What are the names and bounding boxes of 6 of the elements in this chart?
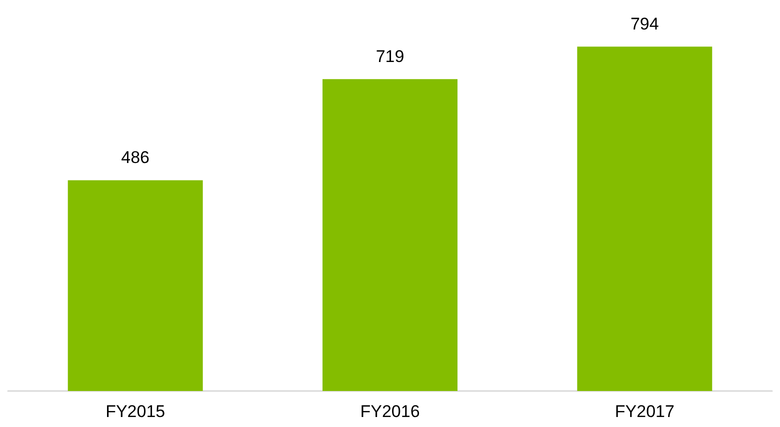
- data-label: 486: [121, 148, 150, 168]
- x-tick-label: FY2015: [106, 402, 166, 421]
- data-label: 719: [376, 47, 404, 66]
- x-tick-label: FY2016: [360, 402, 420, 421]
- data-label: 794: [630, 14, 659, 34]
- x-tick-label: FY2017: [614, 402, 674, 421]
